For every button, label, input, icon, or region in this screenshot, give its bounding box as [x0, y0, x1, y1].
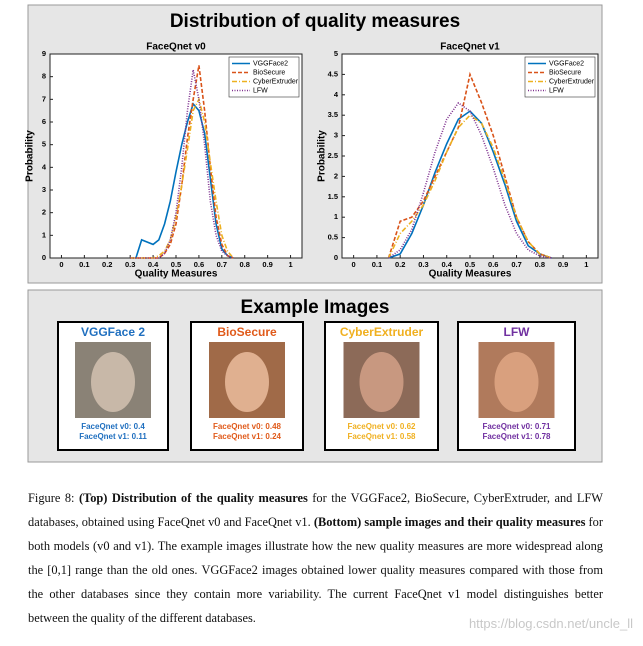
legend-label: VGGFace2	[253, 60, 288, 67]
x-tick-label: 0.8	[535, 260, 545, 269]
x-tick-label: 1	[584, 260, 588, 269]
x-tick-label: 0.6	[194, 260, 204, 269]
figure: Distribution of quality measures Example…	[25, 4, 603, 463]
y-tick-label: 9	[42, 49, 46, 58]
x-axis-label: Quality Measures	[135, 269, 218, 280]
card-name: VGGFace 2	[81, 325, 145, 339]
x-tick-label: 0.4	[148, 260, 159, 269]
y-tick-label: 4.5	[328, 69, 338, 78]
x-tick-label: 0.5	[465, 260, 475, 269]
series-line	[130, 97, 234, 259]
legend-label: LFW	[253, 87, 268, 94]
x-tick-label: 0.9	[262, 260, 272, 269]
y-tick-label: 5	[334, 49, 338, 58]
y-tick-label: 4	[42, 162, 47, 171]
card-score: FaceQnet v0: 0.4	[81, 422, 145, 431]
series-line	[387, 71, 552, 259]
x-tick-label: 0.9	[558, 260, 568, 269]
caption: Figure 8: (Top) Distribution of the qual…	[28, 486, 603, 630]
x-tick-label: 0.3	[418, 260, 428, 269]
y-tick-label: 1	[42, 230, 46, 239]
series-line	[130, 102, 234, 259]
panel-title: Distribution of quality measures	[170, 11, 460, 32]
y-tick-label: 8	[42, 72, 46, 81]
legend-label: CyberExtruder	[253, 78, 299, 85]
legend-label: LFW	[549, 87, 564, 94]
caption-run: for the VGGFace2, BioSecure, CyberExtrud…	[28, 491, 603, 529]
caption-run: (Bottom) sample images and their quality…	[313, 515, 586, 529]
face-shape	[494, 352, 539, 412]
x-tick-label: 0.1	[372, 260, 382, 269]
card-name: BioSecure	[217, 325, 277, 339]
x-tick-label: 0.1	[79, 260, 89, 269]
series-line	[387, 114, 552, 259]
x-tick-label: 0.7	[511, 260, 521, 269]
card-score: FaceQnet v1: 0.11	[79, 432, 147, 441]
x-tick-label: 0	[59, 260, 63, 269]
card-score: FaceQnet v1: 0.24	[213, 432, 282, 441]
legend-label: BioSecure	[253, 69, 285, 76]
card-score: FaceQnet v0: 0.71	[482, 422, 551, 431]
y-tick-label: 3	[334, 131, 338, 140]
y-axis-label: Probability	[317, 130, 328, 182]
x-tick-label: 1	[288, 260, 292, 269]
chart-title: FaceQnet v0	[146, 42, 206, 53]
x-tick-label: 0.6	[488, 260, 498, 269]
card-score: FaceQnet v1: 0.58	[347, 432, 416, 441]
face-shape	[91, 352, 135, 412]
y-tick-label: 3.5	[328, 110, 338, 119]
watermark: https://blog.csdn.net/uncle_ll	[468, 616, 633, 631]
x-tick-label: 0.2	[102, 260, 112, 269]
y-tick-label: 5	[42, 140, 46, 149]
y-tick-label: 6	[42, 117, 46, 126]
y-axis-label: Probability	[25, 130, 36, 182]
y-tick-label: 2	[42, 208, 46, 217]
x-tick-label: 0.8	[240, 260, 250, 269]
y-tick-label: 0	[334, 253, 338, 262]
series-line	[388, 101, 552, 259]
card-name: LFW	[504, 325, 531, 339]
card-score: FaceQnet v0: 0.62	[347, 422, 416, 431]
y-tick-label: 1	[334, 212, 338, 221]
examples-title: Example Images	[241, 297, 390, 318]
y-tick-label: 2	[334, 171, 338, 180]
y-tick-label: 0	[42, 253, 46, 262]
y-tick-label: 2.5	[328, 151, 338, 160]
x-tick-label: 0.5	[171, 260, 181, 269]
face-shape	[359, 352, 404, 412]
x-tick-label: 0	[352, 260, 356, 269]
x-tick-label: 0.7	[217, 260, 227, 269]
y-tick-label: 0.5	[328, 233, 338, 242]
x-tick-label: 0.2	[395, 260, 405, 269]
series-line	[130, 65, 234, 259]
caption-run: (Top) Distribution of the quality measur…	[78, 491, 308, 505]
caption-run: Figure 8:	[28, 491, 79, 505]
legend-label: BioSecure	[549, 69, 581, 76]
x-tick-label: 0.4	[442, 260, 453, 269]
face-shape	[225, 352, 269, 412]
card-name: CyberExtruder	[340, 325, 424, 339]
legend-label: VGGFace2	[549, 60, 584, 67]
y-tick-label: 4	[334, 90, 339, 99]
y-tick-label: 7	[42, 94, 46, 103]
caption-run: for both models (v0 and v1). The example…	[28, 515, 603, 625]
y-tick-label: 1.5	[328, 192, 338, 201]
card-score: FaceQnet v0: 0.48	[213, 422, 282, 431]
card-score: FaceQnet v1: 0.78	[482, 432, 551, 441]
chart-title: FaceQnet v1	[440, 42, 500, 53]
y-tick-label: 3	[42, 185, 46, 194]
legend-label: CyberExtruder	[549, 78, 595, 85]
x-axis-label: Quality Measures	[429, 269, 512, 280]
x-tick-label: 0.3	[125, 260, 135, 269]
